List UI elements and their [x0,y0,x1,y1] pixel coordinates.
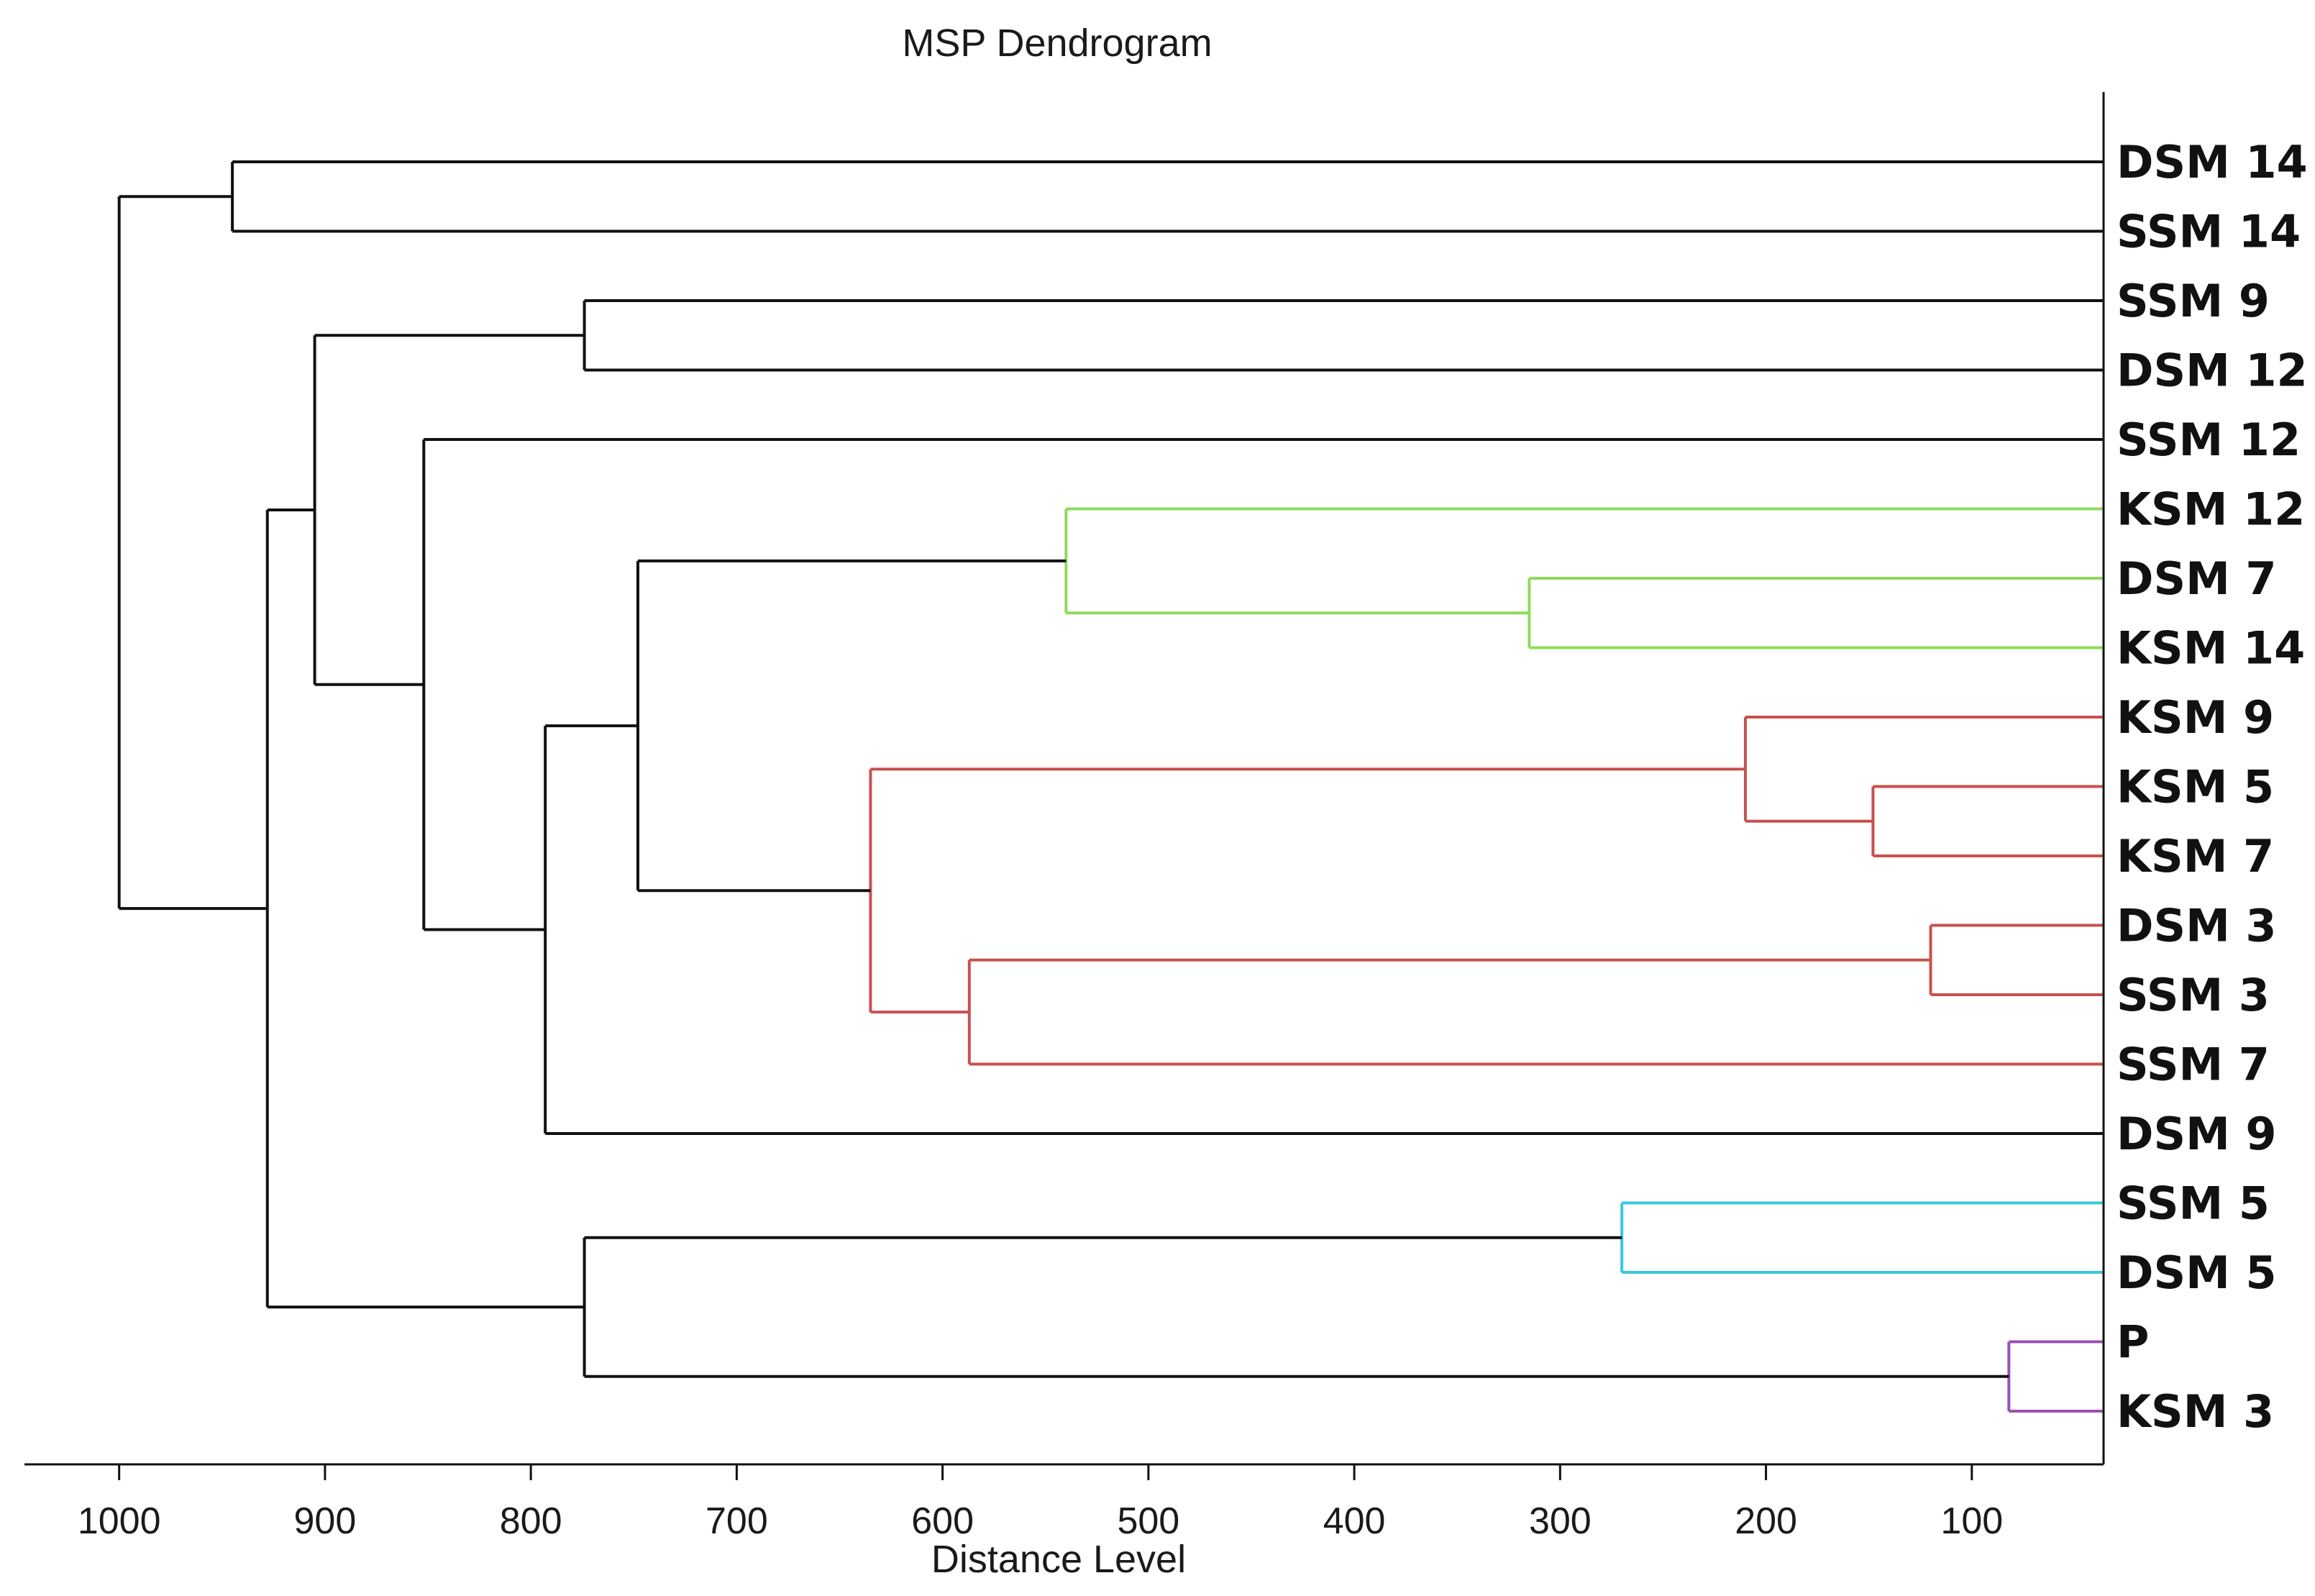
dendrogram-branches [117,160,2104,1413]
x-tick-label-900: 900 [294,1500,357,1542]
leaf-label-ksm-9: KSM 9 [2117,691,2274,744]
merge-n_ksm5_ksm7 [1871,785,2104,857]
leaf-label-dsm-14: DSM 14 [2117,136,2308,188]
merge-n_ssm12_grp [422,438,2104,931]
merge-n_p_ksm3 [2007,1340,2104,1413]
leaf-label-ssm-7: SSM 7 [2117,1039,2270,1091]
x-tick-label-400: 400 [1323,1500,1386,1542]
merge-n_mid_dsm9 [544,724,2104,1135]
x-tick-label-700: 700 [706,1500,768,1542]
merge-n_ssm3grp_ssm7 [967,958,2104,1066]
leaf-label-ksm-12: KSM 12 [2117,483,2305,536]
leaf-label-dsm-9: DSM 9 [2117,1108,2277,1160]
leaf-label-ssm-5: SSM 5 [2117,1177,2270,1230]
leaf-label-dsm-5: DSM 5 [2117,1246,2277,1299]
merge-n_upper [313,334,585,686]
merge-n_dsm14_ssm14 [231,160,2104,233]
leaf-label-ksm-5: KSM 5 [2117,761,2274,813]
chart-title: MSP Dendrogram [902,22,1212,65]
merge-n_red [869,767,1745,1014]
leaf-label-ssm-3: SSM 3 [2117,969,2270,1021]
merge-n_ssm9_dsm12 [583,299,2104,372]
leaf-label-ssm-12: SSM 12 [2117,414,2301,466]
x-tick-label-600: 600 [911,1500,974,1542]
merge-n_root [117,195,268,911]
x-axis-ticks: 1000 900 800 700 600 500 400 300 200 100 [78,1464,2003,1542]
x-axis-label: Distance Level [931,1538,1186,1581]
leaf-label-dsm-3: DSM 3 [2117,900,2277,952]
x-tick-label-100: 100 [1940,1500,2003,1542]
x-tick-label-500: 500 [1117,1500,1179,1542]
merge-n_bottom [583,1236,2009,1378]
x-tick-label-1000: 1000 [78,1500,161,1542]
x-tick-label-200: 200 [1735,1500,1797,1542]
leaf-label-ssm-14: SSM 14 [2117,206,2301,258]
leaf-label-p: P [2117,1316,2149,1369]
merge-n_ksm12_grp [1064,507,2104,615]
leaf-label-ssm-9: SSM 9 [2117,275,2270,327]
merge-n_green_red [636,559,1067,893]
x-tick-label-800: 800 [500,1500,562,1542]
merge-n_ssm5_dsm5 [1620,1201,2104,1274]
merge-n_ksm9_grp [1743,716,2104,823]
x-tick-label-300: 300 [1529,1500,1592,1542]
leaf-label-ksm-7: KSM 7 [2117,830,2274,883]
leaf-label-dsm-7: DSM 7 [2117,552,2277,605]
leaf-label-dsm-12: DSM 12 [2117,345,2308,397]
leaf-label-ksm-3: KSM 3 [2117,1385,2274,1438]
leaf-labels: DSM 14 SSM 14 SSM 9 DSM 12 SSM 12 KSM 12 DSM 7… [2117,136,2308,1438]
merge-n_dsm7_ksm14 [1528,577,2104,649]
leaf-label-ksm-14: KSM 14 [2117,622,2305,675]
merge-n_dsm3_ssm3 [1929,924,2104,996]
